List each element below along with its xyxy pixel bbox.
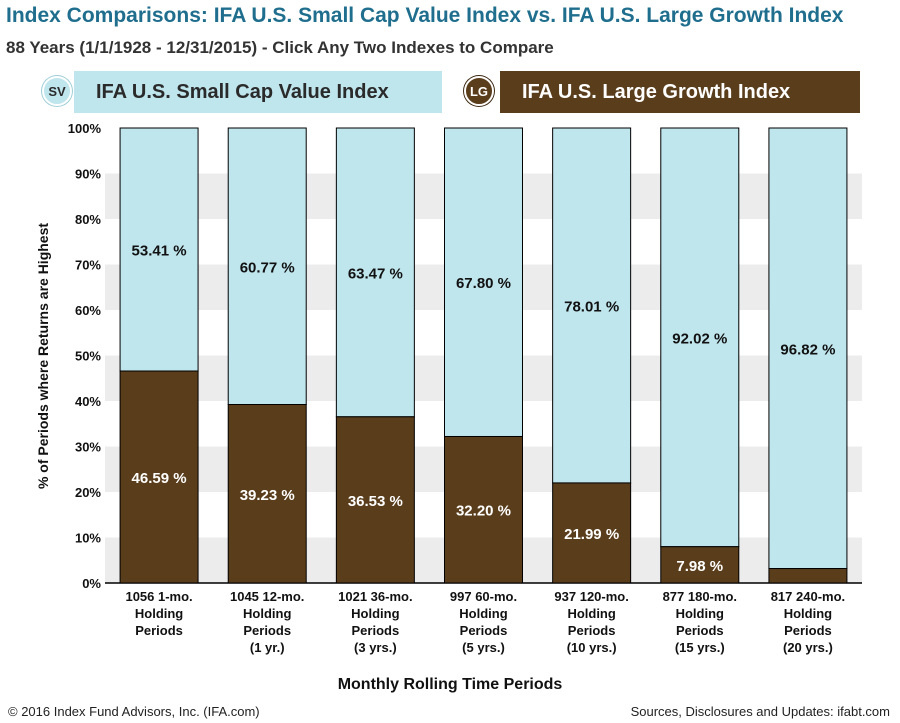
x-tick-label: 1056 1-mo. Holding Periods [125, 589, 192, 638]
legend-small-cap-value-label: IFA U.S. Small Cap Value Index [96, 80, 389, 103]
data-label-small-cap-value: 96.82 % [780, 341, 835, 358]
bar-small-cap-value [768, 127, 848, 570]
x-tick-label: 1021 36-mo. Holding Periods (3 yrs.) [338, 589, 412, 655]
y-tick-label: 80% [75, 212, 101, 227]
data-label-large-growth: 32.20 % [456, 503, 511, 520]
data-label-small-cap-value: 67.80 % [456, 275, 511, 292]
page-subtitle: 88 Years (1/1/1928 - 12/31/2015) - Click… [6, 38, 554, 57]
bar-large-growth [552, 482, 632, 584]
data-label-small-cap-value: 78.01 % [564, 298, 619, 315]
y-tick-label: 10% [75, 531, 101, 546]
legend-large-growth-button[interactable]: IFA U.S. Large Growth Index [500, 71, 860, 113]
bar-large-growth [227, 404, 307, 584]
bar-small-cap-value [335, 127, 415, 418]
data-label-small-cap-value: 63.47 % [348, 265, 403, 282]
x-tick-label: 817 240-mo. Holding Periods (20 yrs.) [771, 589, 845, 655]
y-tick-label: 70% [75, 258, 101, 273]
page-title: Index Comparisons: IFA U.S. Small Cap Va… [6, 4, 844, 27]
data-label-large-growth: 39.23 % [240, 487, 295, 504]
y-axis-label: % of Periods where Returns are Highest [35, 222, 51, 490]
bar-large-growth [768, 568, 848, 584]
y-tick-label: 50% [75, 349, 101, 364]
copyright-text: © 2016 Index Fund Advisors, Inc. (IFA.co… [8, 704, 260, 719]
y-tick-label: 0% [82, 576, 101, 591]
data-label-small-cap-value: 53.41 % [132, 243, 187, 260]
y-tick-label: 60% [75, 303, 101, 318]
y-tick-label: 40% [75, 394, 101, 409]
legend-large-growth-label: IFA U.S. Large Growth Index [522, 80, 791, 103]
data-label-large-growth: 46.59 % [132, 470, 187, 487]
data-label-small-cap-value: 60.77 % [240, 259, 295, 276]
y-tick-label: 90% [75, 167, 101, 182]
data-label-large-growth: 7.98 % [676, 558, 723, 575]
y-tick-label: 100% [68, 121, 102, 136]
y-tick-label: 30% [75, 440, 101, 455]
bar-large-growth [119, 370, 199, 584]
data-label-large-growth: 21.99 % [564, 526, 619, 543]
data-label-large-growth: 36.53 % [348, 493, 403, 510]
sources-link[interactable]: Sources, Disclosures and Updates: ifabt.… [630, 704, 890, 719]
bar-large-growth [660, 546, 740, 584]
bar-large-growth [444, 435, 523, 584]
x-tick-label: 997 60-mo. Holding Periods (5 yrs.) [450, 589, 517, 655]
x-tick-label: 877 180-mo. Holding Periods (15 yrs.) [663, 589, 737, 655]
bar-small-cap-value [444, 127, 523, 437]
bar-small-cap-value [227, 127, 307, 406]
y-tick-label: 20% [75, 485, 101, 500]
bar-large-growth [335, 416, 415, 584]
lg-badge-icon[interactable]: LG [464, 76, 494, 106]
sv-badge-icon[interactable]: SV [42, 76, 72, 106]
data-label-small-cap-value: 92.02 % [672, 330, 727, 347]
bar-small-cap-value [552, 127, 632, 484]
x-axis-label: Monthly Rolling Time Periods [337, 676, 563, 693]
legend-small-cap-value-button[interactable]: IFA U.S. Small Cap Value Index [74, 71, 442, 113]
x-tick-label: 1045 12-mo. Holding Periods (1 yr.) [230, 589, 304, 655]
bar-small-cap-value [660, 127, 740, 548]
x-tick-label: 937 120-mo. Holding Periods (10 yrs.) [554, 589, 628, 655]
